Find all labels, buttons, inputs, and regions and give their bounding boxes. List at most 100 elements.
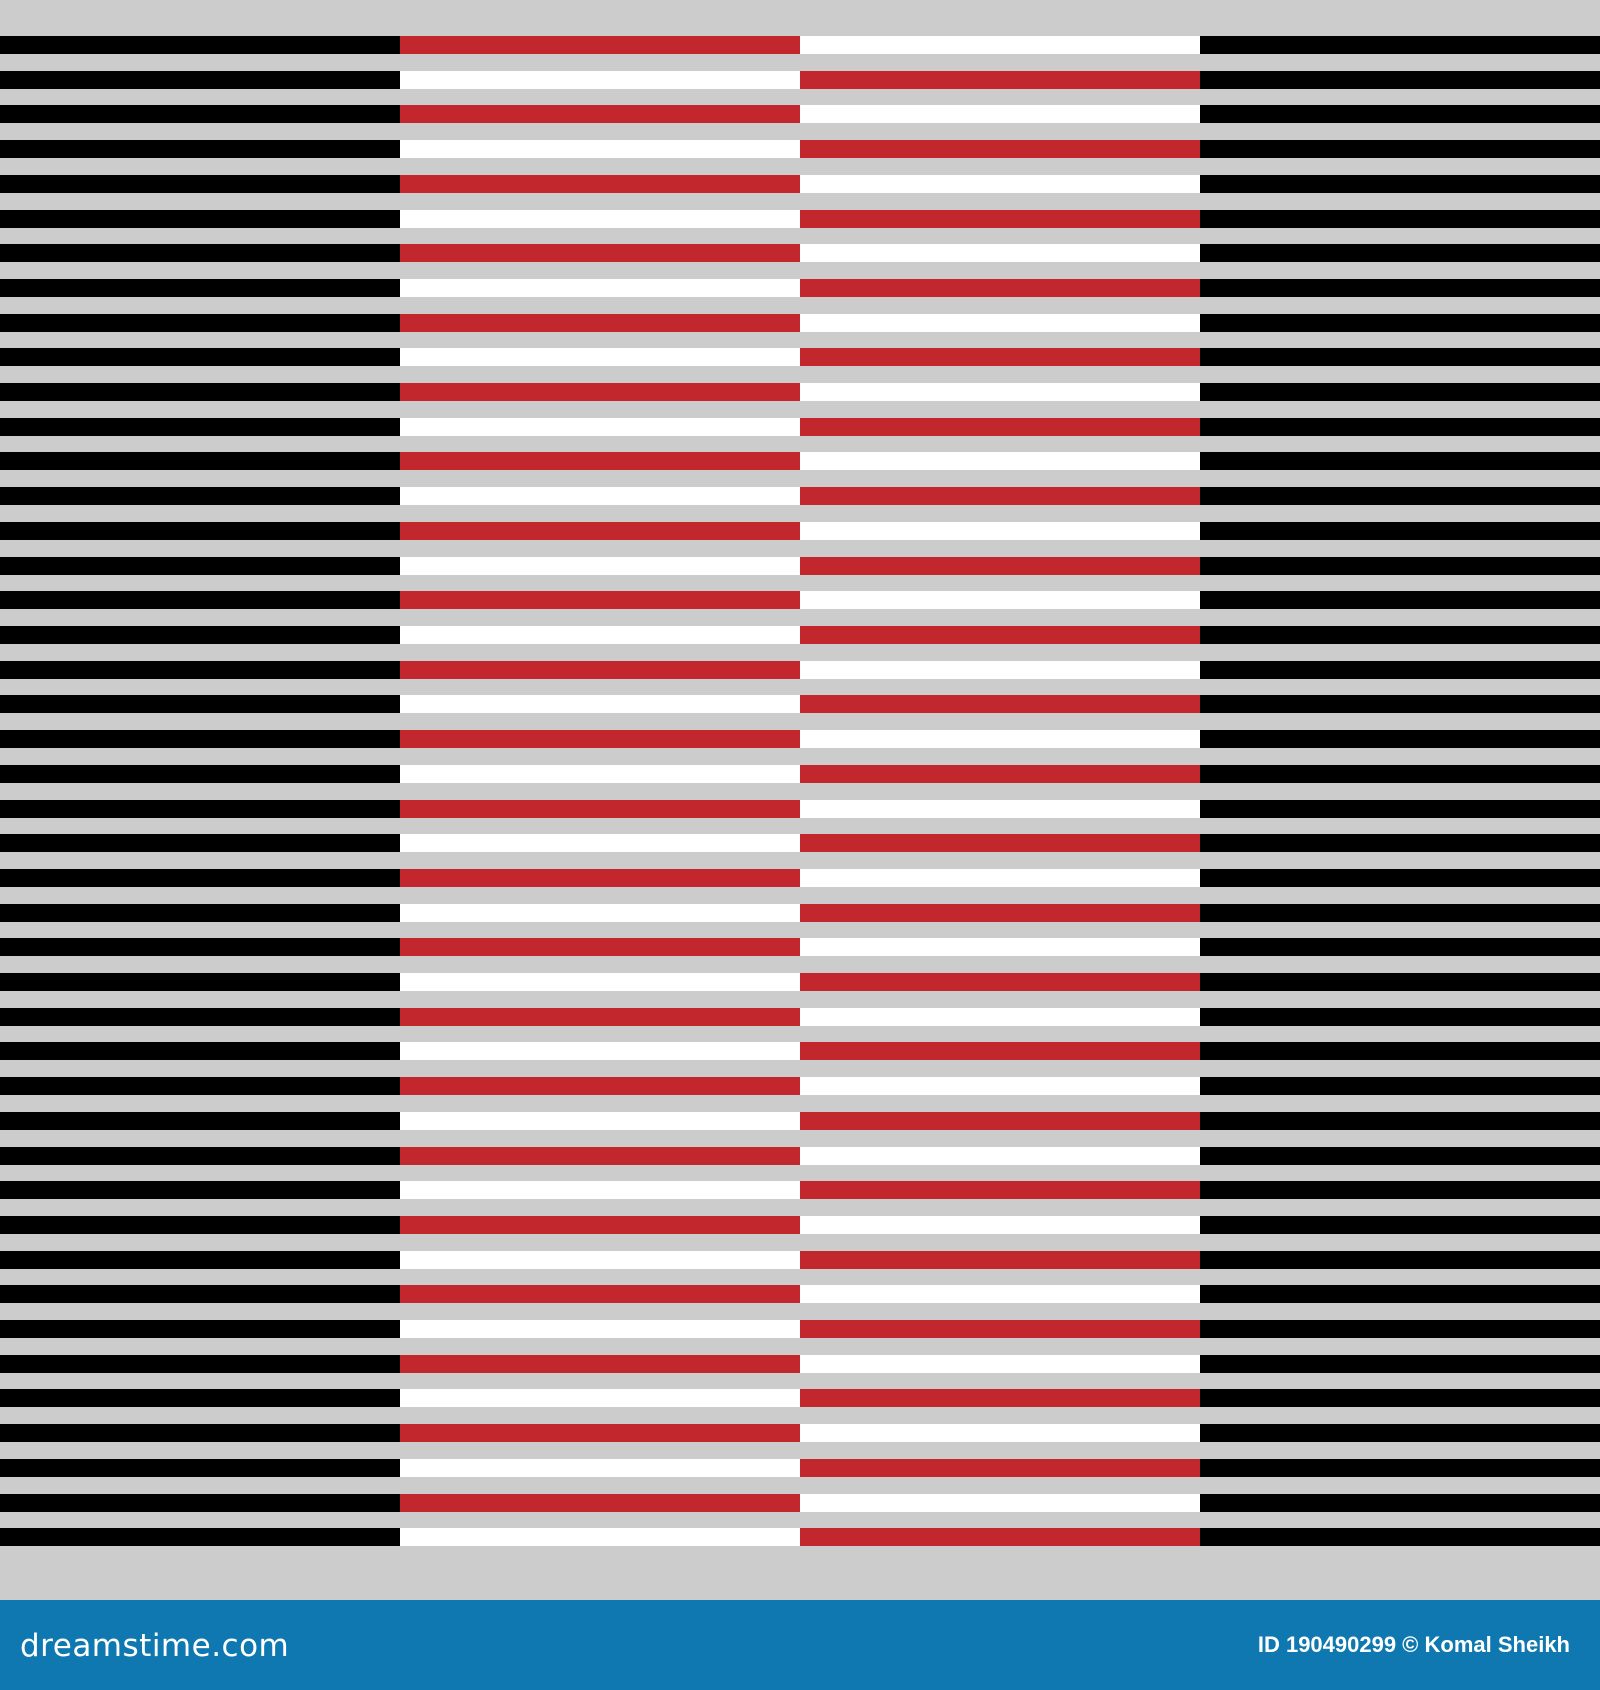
- stripe: [400, 1528, 800, 1547]
- stripe: [400, 278, 800, 297]
- stripe-column-black: [1200, 36, 1600, 1564]
- stripe: [1200, 70, 1600, 89]
- stripe: [400, 1389, 800, 1408]
- stripe: [0, 383, 400, 402]
- stripe: [800, 1146, 1200, 1165]
- stripe: [400, 730, 800, 749]
- stripe: [800, 1493, 1200, 1512]
- stripe: [1200, 834, 1600, 853]
- image-credit: ID 190490299 © Komal Sheikh: [1257, 1632, 1570, 1657]
- stripe: [1200, 1250, 1600, 1269]
- dreamstime-logo: dreamstime.com: [20, 1628, 290, 1664]
- stripe: [800, 1077, 1200, 1096]
- stripe: [800, 1042, 1200, 1061]
- stripe: [800, 1320, 1200, 1339]
- stripe: [1200, 1007, 1600, 1026]
- stripe: [400, 383, 800, 402]
- stripe: [400, 1077, 800, 1096]
- stripe: [0, 1285, 400, 1304]
- stripe: [1200, 452, 1600, 471]
- stripe: [0, 1424, 400, 1443]
- stripe: [400, 1320, 800, 1339]
- stripe: [400, 834, 800, 853]
- stripe: [1200, 174, 1600, 193]
- stripe: [400, 1285, 800, 1304]
- stripe: [1200, 105, 1600, 124]
- stripe: [800, 1215, 1200, 1234]
- stripe: [800, 764, 1200, 783]
- stripe: [800, 313, 1200, 332]
- stripe: [1200, 1528, 1600, 1547]
- stripe: [400, 174, 800, 193]
- stripe: [0, 1389, 400, 1408]
- stripe-column-black: [0, 36, 400, 1564]
- stripe: [800, 1528, 1200, 1547]
- stripe: [400, 348, 800, 367]
- stripe: [400, 70, 800, 89]
- stripe: [800, 556, 1200, 575]
- stripe: [400, 105, 800, 124]
- stripe: [0, 105, 400, 124]
- stripe: [800, 452, 1200, 471]
- stripe: [0, 834, 400, 853]
- stripe: [800, 938, 1200, 957]
- stripe: [1200, 973, 1600, 992]
- stripe: [800, 903, 1200, 922]
- stripe: [0, 452, 400, 471]
- stripe: [800, 1250, 1200, 1269]
- stripe: [1200, 383, 1600, 402]
- stripe: [400, 660, 800, 679]
- stripe: [800, 799, 1200, 818]
- stripe: [0, 1354, 400, 1373]
- stripe: [0, 799, 400, 818]
- stripe: [400, 521, 800, 540]
- stripe: [400, 591, 800, 610]
- stripe: [800, 244, 1200, 263]
- stripe: [1200, 1320, 1600, 1339]
- stripe: [1200, 903, 1600, 922]
- stripe: [400, 1354, 800, 1373]
- stripe: [800, 105, 1200, 124]
- stripe: [1200, 730, 1600, 749]
- stripe: [400, 556, 800, 575]
- stripe: [400, 973, 800, 992]
- stripe: [0, 1458, 400, 1477]
- stripe: [0, 1042, 400, 1061]
- stripe: [0, 70, 400, 89]
- stripe: [0, 278, 400, 297]
- stripe: [0, 1493, 400, 1512]
- stripe: [1200, 521, 1600, 540]
- stripe: [1200, 625, 1600, 644]
- stripe: [1200, 1493, 1600, 1512]
- stripe: [0, 625, 400, 644]
- stripe: [800, 834, 1200, 853]
- stripe: [1200, 1077, 1600, 1096]
- stripe: [0, 591, 400, 610]
- stripe: [400, 1042, 800, 1061]
- stripe: [800, 521, 1200, 540]
- stripe: [1200, 1181, 1600, 1200]
- stripe: [0, 695, 400, 714]
- stripe: [0, 1250, 400, 1269]
- stripe: [800, 417, 1200, 436]
- stripe: [800, 1354, 1200, 1373]
- stripe: [1200, 1424, 1600, 1443]
- stripe: [400, 868, 800, 887]
- stripe: [0, 1007, 400, 1026]
- stripe: [0, 140, 400, 159]
- stripe: [0, 313, 400, 332]
- stripe: [0, 36, 400, 54]
- stripe: [400, 487, 800, 506]
- striped-pattern: [0, 36, 1600, 1564]
- stripe: [400, 36, 800, 54]
- stripe: [800, 487, 1200, 506]
- stripe: [400, 452, 800, 471]
- stripe: [800, 625, 1200, 644]
- stripe: [1200, 660, 1600, 679]
- stripe: [800, 591, 1200, 610]
- stripe: [1200, 1354, 1600, 1373]
- stripe: [400, 417, 800, 436]
- stripe: [1200, 868, 1600, 887]
- stripe: [1200, 278, 1600, 297]
- stripe: [800, 1285, 1200, 1304]
